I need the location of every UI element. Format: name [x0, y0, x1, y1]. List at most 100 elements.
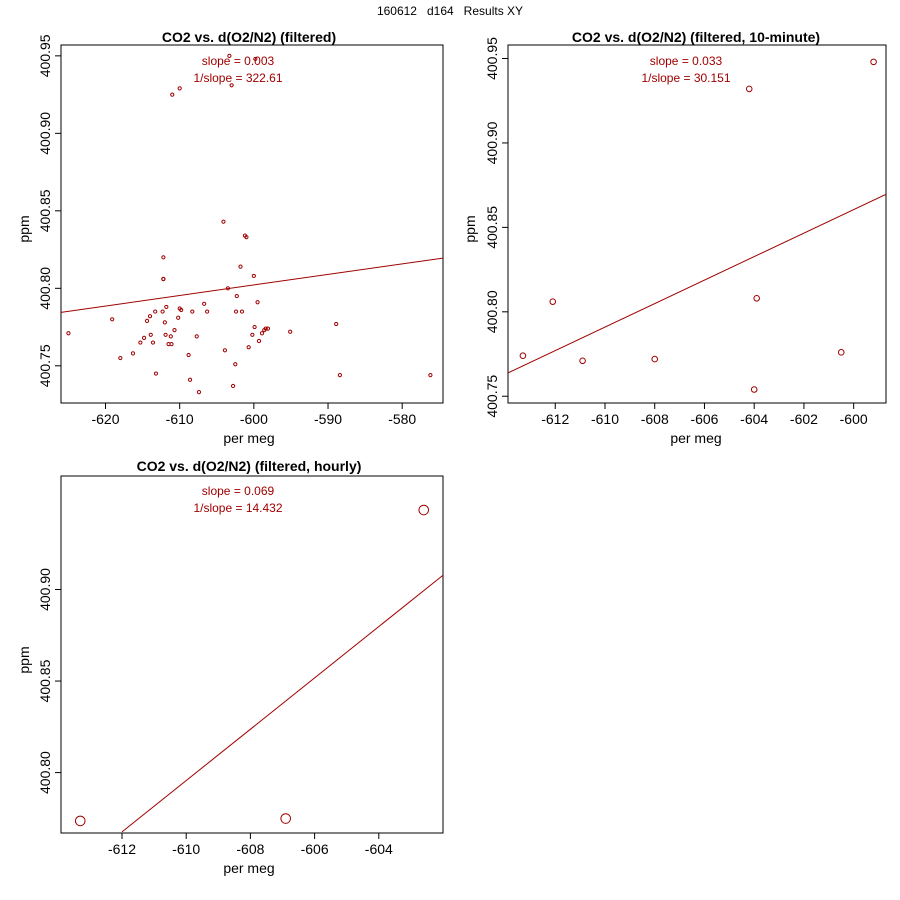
x-tick-label: -608: [641, 411, 669, 427]
y-tick-label: 400.75: [37, 344, 53, 387]
data-point: [170, 92, 175, 97]
data-point: [179, 307, 184, 313]
y-tick-label: 400.80: [37, 751, 53, 794]
plot-frame: [507, 44, 887, 404]
slope-annotation: slope = 0.003: [202, 54, 275, 68]
data-point: [161, 276, 166, 282]
x-tick-label: -612: [541, 411, 569, 427]
x-tick-label: -610: [172, 841, 200, 857]
y-tick-label: 400.90: [484, 121, 500, 164]
data-point: [233, 362, 238, 367]
x-tick-label: -580: [388, 411, 416, 427]
data-point: [187, 377, 193, 382]
data-point: [246, 345, 251, 350]
x-tick-label: -612: [108, 841, 136, 857]
data-point: [280, 813, 292, 824]
data-point: [238, 264, 243, 269]
data-point: [255, 300, 260, 305]
data-point: [144, 318, 150, 323]
data-point: [549, 298, 557, 305]
data-point: [519, 352, 527, 360]
data-point: [418, 504, 430, 516]
data-point: [150, 340, 156, 345]
data-point: [205, 309, 210, 314]
data-point: [176, 315, 181, 320]
plot-title: CO2 vs. d(O2/N2) (filtered): [162, 29, 336, 45]
page-title: 160612 d164 Results XY: [376, 4, 524, 18]
inverse-slope-annotation: 1/slope = 14.432: [193, 501, 282, 515]
data-point: [221, 219, 226, 224]
x-tick-label: -600: [840, 411, 868, 427]
x-tick-label: -600: [240, 411, 268, 427]
x-tick-label: -610: [591, 411, 619, 427]
data-point: [153, 309, 158, 314]
x-tick-label: -606: [690, 411, 718, 427]
inverse-slope-annotation: 1/slope = 30.151: [641, 71, 730, 85]
plot-panel-10-minute: CO2 vs. d(O2/N2) (filtered, 10-minute) p…: [462, 29, 887, 446]
regression-line: [61, 257, 443, 313]
data-point: [239, 309, 245, 314]
data-point: [263, 326, 268, 331]
plot-frame: [60, 475, 444, 834]
plot-title: CO2 vs. d(O2/N2) (filtered, 10-minute): [572, 29, 820, 45]
regression-line: [121, 574, 443, 833]
slope-annotation: slope = 0.069: [202, 484, 275, 498]
x-axis-label: per meg: [670, 430, 721, 446]
slope-annotation: slope = 0.033: [650, 54, 723, 68]
regression-line: [508, 193, 886, 374]
plot-panel-filtered: CO2 vs. d(O2/N2) (filtered) per meg ppm …: [16, 29, 444, 446]
data-point: [130, 351, 136, 356]
data-point: [66, 331, 71, 336]
y-axis-label: ppm: [16, 215, 32, 242]
data-point: [186, 352, 191, 358]
data-point: [194, 334, 199, 339]
data-point: [250, 332, 255, 337]
x-tick-label: -604: [740, 411, 768, 427]
data-point: [259, 331, 265, 336]
data-point: [244, 235, 249, 240]
data-point: [169, 342, 174, 347]
plot-title: CO2 vs. d(O2/N2) (filtered, hourly): [137, 458, 362, 474]
data-point: [233, 309, 239, 314]
data-point: [202, 301, 207, 306]
data-point: [163, 332, 168, 337]
data-point: [141, 335, 147, 341]
data-point: [168, 334, 173, 339]
data-point: [118, 355, 123, 361]
data-point: [252, 324, 257, 330]
data-point: [164, 304, 169, 310]
data-point: [256, 338, 262, 344]
data-point: [651, 355, 659, 363]
data-point: [147, 314, 153, 319]
x-tick-label: -620: [91, 411, 119, 427]
plot-frame: [60, 44, 444, 404]
data-point: [74, 815, 86, 827]
inverse-slope-annotation: 1/slope = 322.61: [193, 71, 282, 85]
data-point: [148, 332, 153, 337]
x-tick-label: -606: [301, 841, 329, 857]
x-axis-label: per meg: [223, 860, 274, 876]
data-point: [428, 373, 433, 378]
x-tick-label: -608: [236, 841, 264, 857]
x-tick-label: -604: [365, 841, 393, 857]
data-point: [230, 383, 236, 389]
data-point: [227, 53, 232, 58]
data-point: [265, 326, 271, 331]
plot-panel-hourly: CO2 vs. d(O2/N2) (filtered, hourly) per …: [16, 458, 444, 876]
data-point: [222, 348, 228, 353]
data-point: [579, 357, 586, 365]
data-point: [161, 255, 166, 260]
data-point: [253, 56, 258, 62]
data-point: [190, 309, 195, 314]
y-tick-label: 400.90: [37, 112, 53, 155]
data-point: [160, 309, 165, 314]
x-axis-label: per meg: [223, 430, 274, 446]
data-point: [196, 390, 202, 395]
data-point: [234, 293, 239, 299]
data-point: [229, 83, 234, 88]
data-point: [753, 295, 760, 302]
y-tick-label: 400.90: [37, 568, 53, 611]
data-point: [153, 371, 159, 376]
data-point: [225, 286, 230, 291]
data-point: [251, 273, 256, 279]
